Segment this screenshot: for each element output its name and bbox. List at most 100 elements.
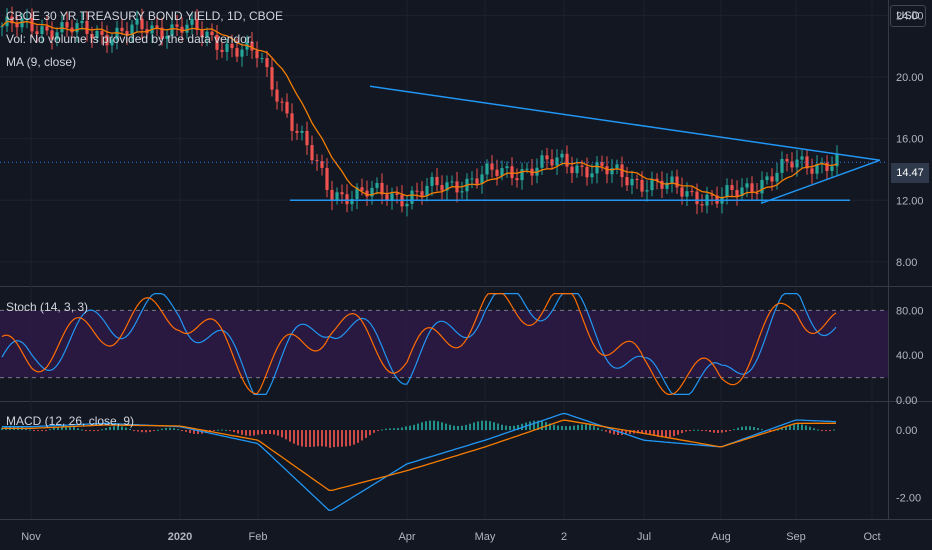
candle-body bbox=[375, 182, 379, 188]
macd-histogram-bar bbox=[745, 426, 747, 431]
candle-body bbox=[250, 41, 254, 51]
candle-body bbox=[0, 26, 4, 28]
candle-body bbox=[225, 43, 229, 52]
candle-body bbox=[300, 130, 304, 133]
candle-body bbox=[725, 185, 729, 198]
candle-body bbox=[760, 179, 764, 194]
candle-body bbox=[450, 181, 454, 183]
macd-histogram-bar bbox=[585, 424, 587, 431]
time-axis-label: Nov bbox=[21, 531, 41, 543]
macd-histogram-bar bbox=[801, 424, 803, 431]
macd-histogram-bar bbox=[497, 423, 499, 431]
candle-body bbox=[240, 49, 244, 57]
candle-body bbox=[490, 163, 494, 170]
candle-body bbox=[425, 185, 429, 196]
stoch-k-line bbox=[1, 293, 837, 395]
candle-body bbox=[660, 180, 664, 189]
ma-legend[interactable]: MA (9, close) bbox=[6, 55, 77, 69]
candle-body bbox=[110, 39, 114, 46]
macd-histogram-bar bbox=[77, 428, 79, 431]
candle-body bbox=[185, 24, 189, 33]
time-axis-label: Sep bbox=[786, 531, 806, 543]
macd-histogram-bar bbox=[221, 429, 223, 431]
macd-histogram-bar bbox=[725, 430, 727, 432]
candle-body bbox=[35, 31, 39, 35]
candle-body bbox=[785, 158, 789, 162]
macd-histogram-bar bbox=[81, 429, 83, 431]
candle-body bbox=[430, 176, 434, 186]
macd-histogram-bar bbox=[797, 424, 799, 431]
candle-body bbox=[560, 153, 564, 158]
macd-histogram-bar bbox=[401, 427, 403, 431]
macd-histogram-bar bbox=[785, 426, 787, 431]
time-axis-label: 2 bbox=[561, 531, 567, 543]
macd-histogram-bar bbox=[365, 430, 367, 438]
candle-body bbox=[835, 153, 839, 167]
candle-body bbox=[730, 185, 734, 191]
candle-body bbox=[195, 18, 199, 30]
candle-body bbox=[805, 156, 809, 169]
macd-histogram-bar bbox=[661, 430, 663, 438]
candle-body bbox=[115, 27, 119, 40]
candle-body bbox=[205, 31, 209, 38]
macd-histogram-bar bbox=[197, 430, 199, 435]
macd-histogram-bar bbox=[489, 421, 491, 431]
macd-legend[interactable]: MACD (12, 26, close, 9) bbox=[6, 414, 135, 428]
macd-histogram-bar bbox=[409, 425, 411, 431]
macd-histogram-bar bbox=[333, 430, 335, 448]
macd-histogram-bar bbox=[701, 430, 703, 432]
macd-histogram-bar bbox=[833, 429, 835, 431]
candle-body bbox=[165, 35, 169, 39]
candle-body bbox=[25, 18, 29, 20]
macd-histogram-bar bbox=[225, 429, 227, 431]
macd-histogram-bar bbox=[53, 427, 55, 431]
candle-body bbox=[515, 178, 519, 181]
macd-histogram-bar bbox=[601, 429, 603, 431]
candle-body bbox=[15, 23, 19, 28]
currency-button[interactable]: USD bbox=[890, 5, 926, 27]
stoch-band bbox=[0, 310, 888, 378]
macd-histogram-bar bbox=[609, 430, 611, 434]
candle-body bbox=[125, 31, 129, 36]
candle-body bbox=[655, 178, 659, 181]
macd-histogram-bar bbox=[645, 430, 647, 435]
candle-body bbox=[800, 156, 804, 160]
macd-histogram-bar bbox=[57, 426, 59, 431]
candle-body bbox=[295, 130, 299, 133]
stoch-legend[interactable]: Stoch (14, 3, 3) bbox=[6, 300, 89, 314]
candle-body bbox=[305, 130, 309, 146]
time-axis-label: Oct bbox=[863, 531, 880, 543]
macd-histogram-bar bbox=[381, 429, 383, 431]
macd-histogram-bar bbox=[237, 430, 239, 434]
macd-histogram-bar bbox=[41, 430, 43, 432]
macd-histogram-bar bbox=[777, 429, 779, 431]
volume-note: Vol: No volume is provided by the data v… bbox=[6, 32, 254, 46]
symbol-title[interactable]: CBOE 30 YR TREASURY BOND YIELD, 1D, CBOE bbox=[6, 9, 283, 23]
candle-body bbox=[345, 194, 349, 205]
macd-histogram-bar bbox=[141, 430, 143, 433]
macd-histogram-bar bbox=[157, 429, 159, 431]
candle-body bbox=[780, 158, 784, 173]
candle-body bbox=[480, 174, 484, 184]
macd-histogram-bar bbox=[449, 424, 451, 431]
candle-body bbox=[80, 21, 84, 24]
candle-body bbox=[650, 178, 654, 191]
candle-body bbox=[570, 166, 574, 174]
candle-body bbox=[740, 187, 744, 197]
macd-histogram-bar bbox=[317, 430, 319, 447]
macd-histogram-bar bbox=[233, 430, 235, 433]
macd-histogram-bar bbox=[737, 427, 739, 431]
candle-body bbox=[75, 23, 79, 33]
candle-body bbox=[770, 176, 774, 182]
macd-histogram-bar bbox=[445, 423, 447, 431]
time-axis-label: 2020 bbox=[168, 531, 192, 543]
candle-body bbox=[440, 185, 444, 191]
macd-histogram-bar bbox=[145, 430, 147, 433]
candle-body bbox=[565, 153, 569, 167]
macd-histogram-bar bbox=[733, 429, 735, 431]
candle-body bbox=[50, 30, 54, 40]
candle-body bbox=[635, 178, 639, 180]
macd-histogram-bar bbox=[249, 430, 251, 436]
macd-histogram-bar bbox=[425, 421, 427, 431]
